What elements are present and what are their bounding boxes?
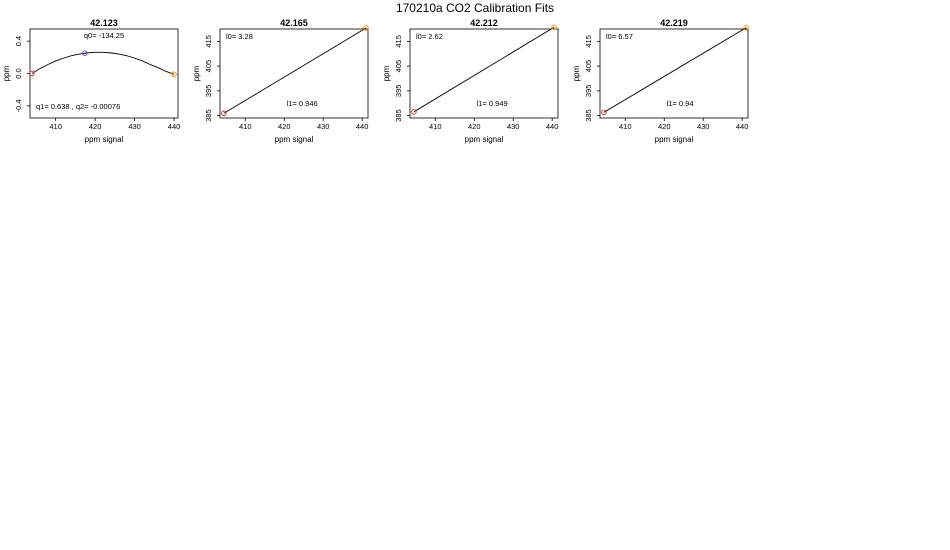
data-point (743, 25, 749, 31)
x-tick-label: 410 (239, 122, 252, 131)
plot-frame (219, 28, 369, 119)
y-axis-label: ppm (382, 65, 391, 81)
x-tick-label: 440 (546, 122, 559, 131)
y-tick-label: 405 (204, 60, 213, 73)
x-tick-label: 440 (736, 122, 749, 131)
x-tick-label: 440 (356, 122, 369, 131)
fit-annotation: l0= 6.57 (606, 32, 633, 41)
x-tick-label: 420 (468, 122, 481, 131)
x-tick-label: 430 (128, 122, 141, 131)
y-tick-label: 395 (584, 85, 593, 98)
fit-annotation: q1= 0.638 , q2= -0.00076 (36, 102, 120, 111)
figure-title: 170210a CO2 Calibration Fits (396, 1, 554, 15)
plot-frame (599, 28, 749, 119)
y-tick-label: 395 (394, 85, 403, 98)
x-tick-label: 440 (168, 122, 181, 131)
y-tick-label: 0.4 (14, 36, 23, 46)
panel-3: 42.212 410 420 430 440 385 395 405 415 ppm signal… (382, 18, 558, 144)
y-axis-label: ppm (2, 65, 11, 81)
y-tick-label: 415 (584, 35, 593, 48)
y-tick-label: 385 (204, 109, 213, 122)
data-point (82, 50, 88, 57)
y-tick-label: 415 (394, 35, 403, 48)
data-point (601, 109, 607, 116)
fit-annotation: q0= -134.25 (84, 31, 124, 40)
fit-line (31, 51, 175, 75)
x-axis-label: ppm signal (85, 135, 124, 144)
data-point (171, 71, 177, 78)
y-tick-label: 415 (204, 35, 213, 48)
x-tick-label: 430 (317, 122, 330, 131)
panel-title: 42.219 (660, 18, 688, 28)
y-tick-label: 385 (394, 109, 403, 122)
panel-2: 42.165 410 420 430 440 385 395 405 415 ppm signal… (192, 18, 369, 144)
x-axis-label: ppm signal (465, 135, 504, 144)
y-tick-label: 405 (394, 60, 403, 73)
data-point (221, 110, 227, 117)
fit-annotation: l0= 3.28 (226, 32, 253, 41)
x-axis-label: ppm signal (655, 135, 694, 144)
fit-line (603, 27, 747, 113)
y-tick-label: 0.0 (14, 68, 23, 78)
fit-line (223, 27, 367, 114)
y-axis-label: ppm (572, 65, 581, 81)
x-tick-label: 430 (507, 122, 520, 131)
data-point (551, 24, 557, 31)
panel-title: 42.123 (90, 18, 118, 28)
y-tick-label: 405 (584, 60, 593, 73)
fit-annotation: l1= 0.949 (477, 99, 508, 108)
x-tick-label: 430 (697, 122, 710, 131)
data-point (411, 109, 417, 115)
y-tick-label: 385 (584, 109, 593, 122)
panel-4: 42.219 410 420 430 440 385 395 405 415 ppm signal… (572, 18, 749, 144)
fit-annotation: l1= 0.94 (667, 99, 694, 108)
x-tick-label: 420 (278, 122, 291, 131)
panel-title: 42.212 (470, 18, 498, 28)
x-tick-label: 410 (619, 122, 632, 131)
fit-line (413, 26, 555, 113)
panels-group: 42.123 410 420 430 440 -0.4 0.0 0.4 ppm signal pp… (2, 18, 749, 144)
panel-1: 42.123 410 420 430 440 -0.4 0.0 0.4 ppm signal pp… (2, 18, 180, 144)
plot-frame (409, 28, 559, 119)
y-tick-label: 395 (204, 85, 213, 98)
x-tick-label: 420 (658, 122, 671, 131)
data-point (29, 70, 35, 77)
panel-title: 42.165 (280, 18, 308, 28)
x-tick-label: 410 (49, 122, 62, 131)
x-tick-label: 420 (89, 122, 102, 131)
y-tick-label: -0.4 (14, 99, 23, 112)
fit-annotation: l0= 2.62 (416, 32, 443, 41)
data-point (363, 25, 369, 31)
x-tick-label: 410 (429, 122, 442, 131)
y-axis-label: ppm (192, 65, 201, 81)
x-axis-label: ppm signal (275, 135, 314, 144)
fit-annotation: l1= 0.946 (287, 99, 318, 108)
